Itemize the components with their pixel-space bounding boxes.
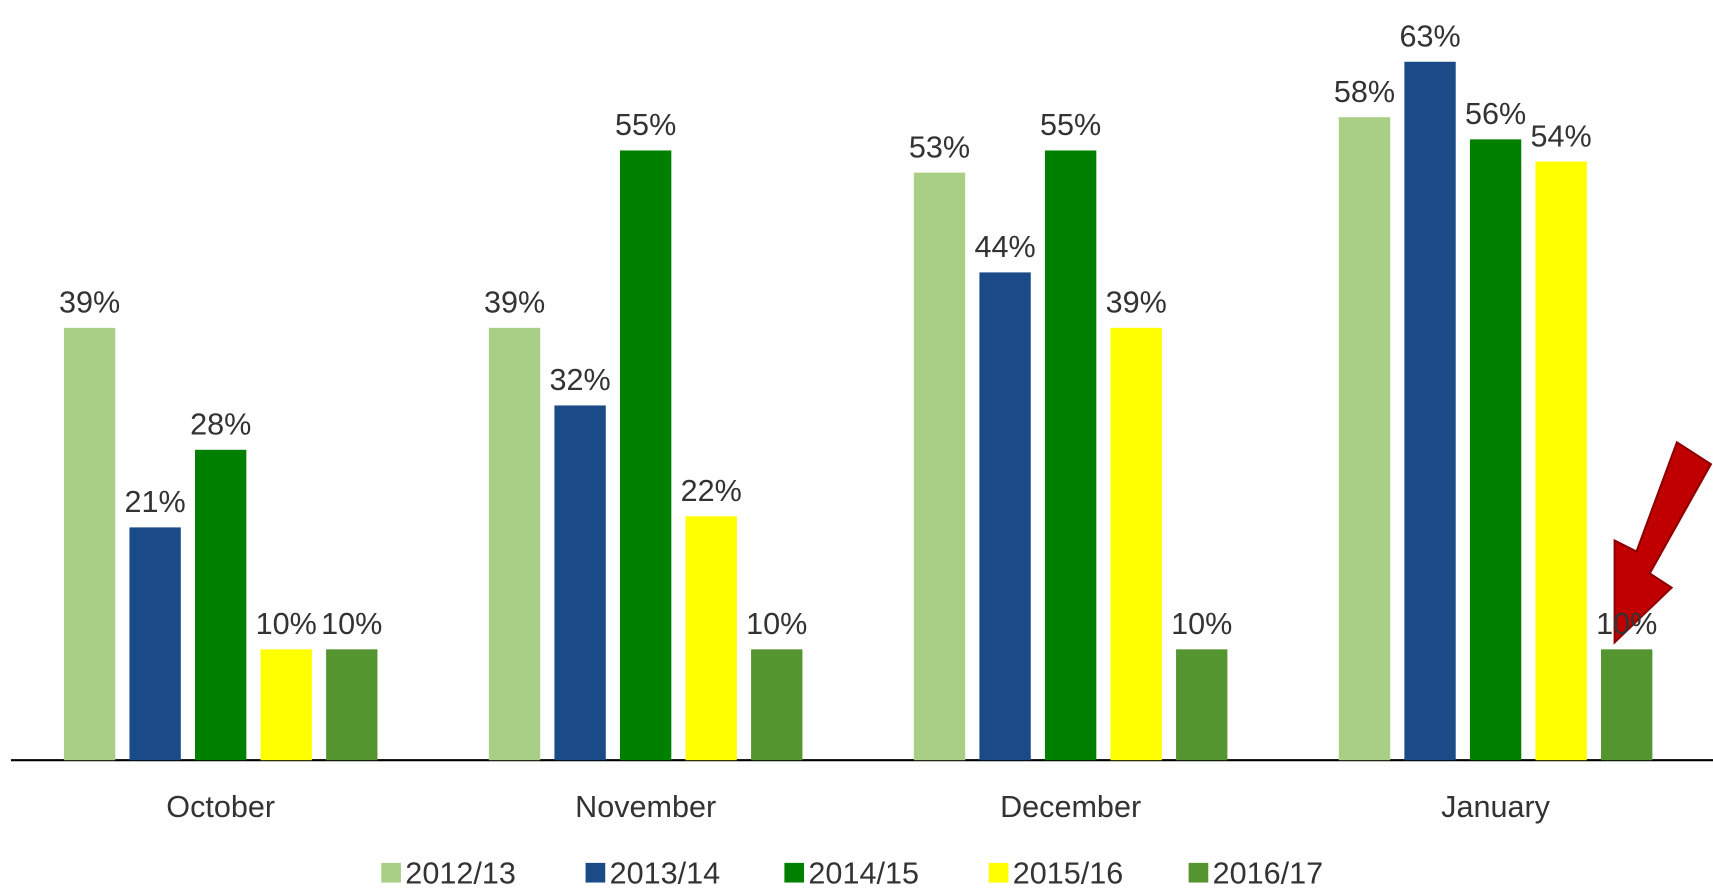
data-label: 53% bbox=[909, 130, 970, 164]
bar bbox=[913, 172, 966, 761]
bar bbox=[685, 516, 737, 761]
data-label: 10% bbox=[256, 607, 317, 641]
data-label: 22% bbox=[681, 474, 742, 508]
data-label: 55% bbox=[1040, 108, 1101, 142]
bar bbox=[1535, 161, 1587, 761]
legend-label: 2016/17 bbox=[1213, 857, 1324, 888]
bar bbox=[1110, 327, 1162, 761]
bar bbox=[1338, 117, 1391, 761]
x-tick-label: November bbox=[575, 790, 716, 824]
bar bbox=[1176, 649, 1228, 761]
bar bbox=[488, 327, 541, 761]
legend-swatch bbox=[1188, 862, 1209, 883]
data-label: 10% bbox=[1596, 607, 1657, 641]
data-label: 58% bbox=[1334, 75, 1395, 109]
bar bbox=[619, 150, 672, 761]
data-label: 39% bbox=[1106, 286, 1167, 320]
arrow bbox=[1613, 440, 1713, 645]
data-label: 10% bbox=[321, 607, 382, 641]
bar bbox=[1404, 61, 1456, 761]
bar bbox=[1044, 150, 1097, 761]
legend-swatch bbox=[381, 862, 401, 883]
data-label: 44% bbox=[974, 230, 1035, 264]
bar bbox=[326, 649, 378, 761]
legend-label: 2014/15 bbox=[808, 857, 919, 888]
data-label: 28% bbox=[190, 408, 251, 442]
bar bbox=[195, 449, 247, 761]
legend-swatch bbox=[988, 862, 1009, 883]
legend-swatch bbox=[784, 862, 805, 883]
data-label: 56% bbox=[1465, 97, 1526, 131]
data-label: 10% bbox=[746, 607, 807, 641]
data-label: 39% bbox=[59, 286, 120, 320]
data-label: 39% bbox=[484, 286, 545, 320]
data-label: 54% bbox=[1531, 119, 1592, 153]
bar bbox=[751, 649, 803, 761]
data-label: 63% bbox=[1399, 19, 1460, 53]
bar bbox=[129, 527, 181, 761]
bar bbox=[554, 405, 606, 761]
x-tick-label: January bbox=[1441, 790, 1551, 824]
bar bbox=[63, 327, 116, 761]
x-tick-label: December bbox=[1000, 790, 1141, 824]
bar bbox=[1601, 649, 1653, 761]
bar bbox=[979, 272, 1031, 761]
bar bbox=[1469, 139, 1522, 761]
legend-swatch bbox=[585, 862, 606, 883]
x-tick-label: October bbox=[166, 790, 275, 824]
data-label: 10% bbox=[1171, 607, 1232, 641]
data-label: 21% bbox=[125, 485, 186, 519]
legend-label: 2015/16 bbox=[1013, 857, 1124, 888]
data-label: 32% bbox=[549, 363, 610, 397]
data-label: 55% bbox=[615, 108, 676, 142]
legend-label: 2013/14 bbox=[610, 857, 721, 888]
legend-label: 2012/13 bbox=[405, 857, 516, 888]
bar bbox=[260, 649, 312, 761]
